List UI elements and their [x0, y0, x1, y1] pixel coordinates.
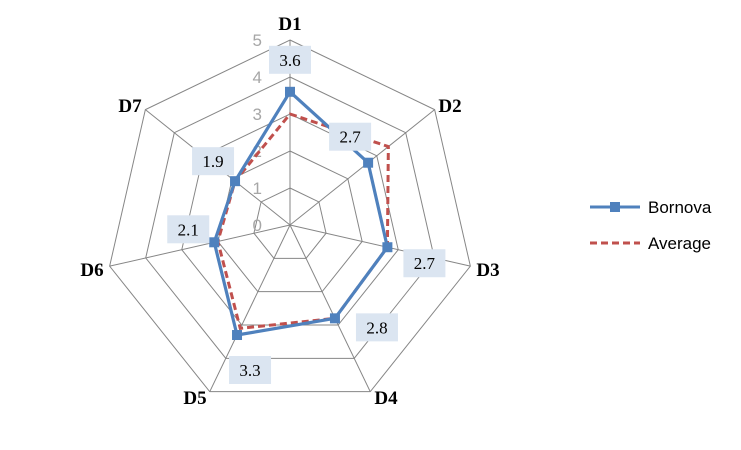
category-label-d7: D7 — [118, 96, 142, 117]
category-label-d3: D3 — [476, 260, 499, 281]
series-layer — [209, 86, 393, 341]
tick-label: 3 — [253, 105, 262, 124]
radar-tick-labels: 0 1 2 3 4 5 — [253, 31, 262, 235]
category-label-d4: D4 — [374, 388, 398, 409]
category-label-d5: D5 — [183, 388, 206, 409]
radar-axes — [109, 40, 471, 392]
legend-marker-bornova — [610, 202, 620, 212]
grid-ring-1 — [253, 187, 327, 259]
category-label-d2: D2 — [438, 96, 461, 117]
data-label: 1.9 — [202, 152, 223, 171]
tick-label: 2 — [253, 142, 262, 161]
tick-label: 1 — [253, 179, 262, 198]
legend: Bornova Average — [590, 198, 712, 253]
series-line-bornova — [212, 90, 389, 337]
series-marker-bornova — [285, 86, 295, 97]
series-marker-bornova — [209, 237, 220, 248]
data-labels: 3.6 2.7 2.7 2.8 3.3 2.1 1.9 — [167, 45, 446, 385]
grid-ring-5 — [109, 39, 471, 393]
data-label-box — [229, 356, 272, 385]
grid-ring-2 — [217, 150, 363, 293]
data-label-box — [355, 313, 398, 342]
tick-label: 5 — [253, 31, 262, 50]
data-label-box — [403, 249, 446, 278]
series-marker-bornova — [363, 157, 374, 168]
data-label-box — [329, 122, 372, 151]
axis-spoke-d6 — [109, 224, 291, 267]
data-label: 3.6 — [279, 51, 300, 70]
data-label: 2.8 — [366, 318, 387, 337]
data-label: 2.1 — [178, 220, 199, 239]
data-label: 2.7 — [339, 128, 361, 147]
axis-spoke-d2 — [289, 109, 435, 226]
series-marker-bornova — [382, 242, 393, 253]
series-marker-bornova — [232, 330, 243, 341]
axis-spoke-d5 — [209, 224, 291, 392]
data-label: 3.3 — [239, 361, 260, 380]
data-label: 2.7 — [414, 254, 436, 273]
grid-ring-4 — [145, 76, 435, 359]
category-labels: D1 D2 D3 D4 D5 D6 D7 — [80, 14, 499, 409]
series-marker-bornova — [329, 313, 340, 324]
legend-label-bornova: Bornova — [648, 198, 712, 217]
category-label-d1: D1 — [278, 14, 301, 35]
tick-label: 4 — [253, 68, 262, 87]
data-label-box — [167, 215, 210, 244]
tick-label: 0 — [253, 216, 262, 235]
series-marker-bornova — [230, 176, 241, 187]
axis-spoke-d4 — [289, 224, 371, 392]
data-label-box — [192, 147, 235, 176]
legend-label-average: Average — [648, 234, 711, 253]
category-label-d6: D6 — [80, 260, 103, 281]
data-label-box — [269, 45, 311, 74]
